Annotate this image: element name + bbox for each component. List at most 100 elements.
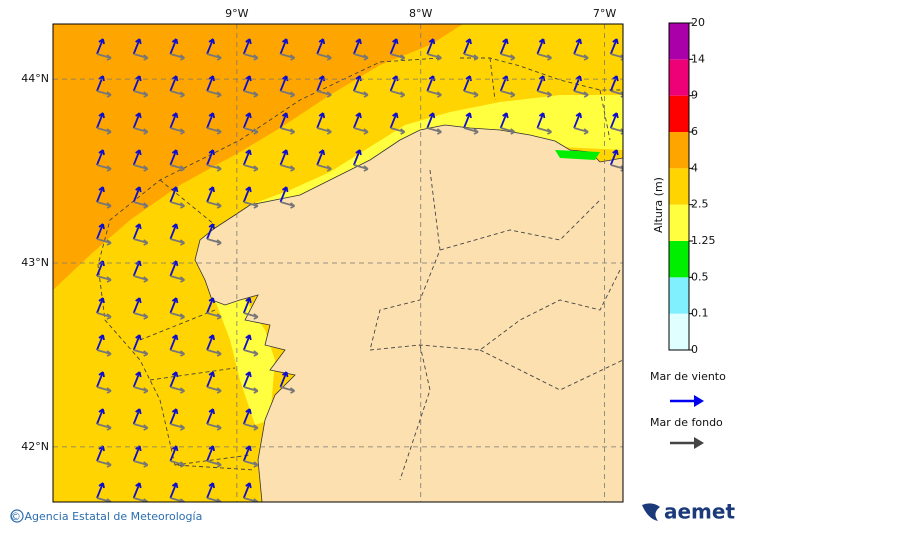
wind-arrow [206,186,215,203]
wave-arrows [206,112,222,135]
swell-arrow [500,90,516,98]
wave-arrows [463,38,479,61]
wind-arrow [316,149,326,166]
wind-arrow [536,112,546,129]
wind-arrow [242,297,252,314]
wind-arrow [206,38,215,55]
wind-arrow [573,112,582,129]
colorbar-tick-label: 14 [691,52,705,65]
wave-arrows [536,75,552,98]
swell-arrow [243,164,259,172]
swell-arrow [463,127,479,135]
swell-arrow [243,53,259,61]
wave-arrows [573,38,589,61]
swell-arrow [500,53,516,61]
wind-arrow [96,112,105,129]
wave-arrows [389,38,406,61]
wind-arrow [499,38,509,55]
swell-arrow [170,386,185,394]
wave-arrows [206,371,222,394]
wave-arrows [499,38,516,61]
wind-arrow [206,149,215,166]
swell-arrow [353,90,369,98]
swell-arrow [427,53,442,61]
swell-arrow [133,349,149,357]
wave-arrows [206,75,222,98]
wind-arrow [96,482,105,499]
wind-arrow [389,75,399,92]
swell-arrow [170,164,185,172]
swell-arrow [280,164,296,172]
wind-arrow [316,38,326,55]
swell-arrow [133,90,149,98]
swell-arrow [206,53,222,61]
legend-wind: Mar de viento [650,370,726,383]
swell-arrow [133,238,149,246]
wave-arrows [169,149,185,172]
wind-arrow [279,38,289,55]
wind-arrow [206,482,215,499]
wave-arrows [96,186,112,209]
swell-arrow [133,460,149,468]
wave-arrows [96,260,112,283]
wave-arrows [536,112,552,135]
wind-arrow [132,297,142,314]
wave-arrows [132,112,149,135]
wind-arrow [279,112,289,129]
wave-arrows [316,75,332,98]
wave-arrows [206,223,222,246]
wave-arrows [132,297,149,320]
colorbar-band [669,277,689,314]
wave-arrows [279,149,296,172]
wind-arrow [242,38,252,55]
wind-arrow [536,75,546,92]
wind-arrow [132,149,142,166]
logo-icon [642,503,660,521]
wave-arrows [132,371,149,394]
wind-arrow [353,38,362,55]
wave-arrows [279,186,296,209]
wind-arrow [206,297,215,314]
wave-arrows [242,445,259,468]
wave-arrows [242,408,259,431]
swell-arrow [206,90,222,98]
colorbar-tick-label: 1.25 [691,234,716,247]
wave-arrows [96,38,112,61]
wave-arrows [242,371,259,394]
swell-arrow [243,127,259,135]
swell-arrow [316,90,332,98]
swell-arrow [170,312,185,320]
wave-arrows [96,334,112,357]
wave-arrows [499,75,516,98]
swell-arrow [206,312,222,320]
swell-arrow [170,90,185,98]
wind-arrow [279,75,289,92]
lon-label: 7°W [593,7,616,20]
colorbar-tick-label: 6 [691,125,698,138]
wave-arrows [132,445,149,468]
swell-arrow [96,275,112,283]
wind-arrow [242,371,252,388]
wave-arrows [279,75,296,98]
wave-arrows [242,186,259,209]
arrow-field [96,38,623,502]
swell-arrow [537,127,552,135]
swell-arrow [170,275,185,283]
swell-arrow [170,53,185,61]
wind-arrow [316,75,326,92]
wave-arrows [463,75,479,98]
swell-arrow [206,349,222,357]
swell-arrow [280,90,296,98]
wind-arrow [169,75,179,92]
wind-arrow [169,260,179,277]
wind-arrow [132,445,142,462]
swell-arrow [243,312,259,320]
wave-arrows [279,38,296,61]
wave-arrows [463,112,479,135]
wave-arrows [426,112,442,135]
legend-swell-arrow [670,437,704,449]
colorbar-band [669,204,689,241]
swell-arrow [537,90,552,98]
wave-arrows [132,149,149,172]
wave-arrows [242,112,259,135]
